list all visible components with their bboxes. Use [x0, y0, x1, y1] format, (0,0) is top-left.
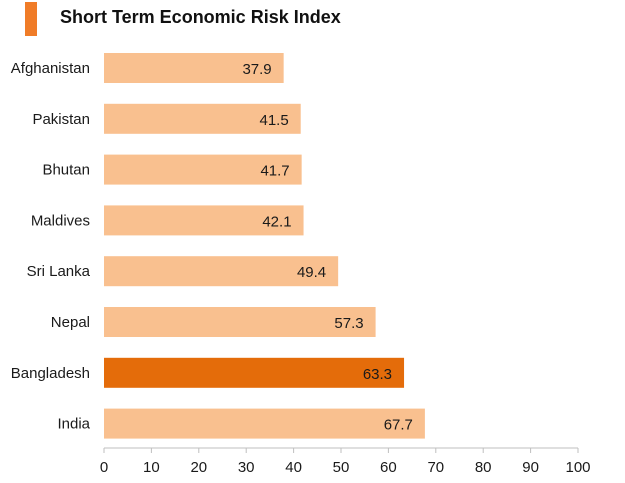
- bar-bangladesh: [104, 357, 405, 388]
- value-label-sri-lanka: 49.4: [297, 264, 326, 281]
- bar-india: [104, 408, 425, 439]
- value-label-india: 67.7: [384, 417, 413, 434]
- value-label-afghanistan: 37.9: [242, 61, 271, 78]
- bar-sri-lanka: [104, 256, 339, 287]
- category-label-nepal: Nepal: [51, 314, 90, 331]
- bar-pakistan: [104, 103, 301, 134]
- x-tick-label-40: 40: [285, 459, 302, 476]
- value-label-pakistan: 41.5: [260, 112, 289, 129]
- x-tick-label-20: 20: [190, 459, 207, 476]
- x-tick-label-80: 80: [475, 459, 492, 476]
- chart-title: Short Term Economic Risk Index: [60, 7, 341, 27]
- category-label-bhutan: Bhutan: [42, 162, 90, 179]
- value-label-bhutan: 41.7: [260, 163, 289, 180]
- category-label-india: India: [57, 416, 90, 433]
- bar-nepal: [104, 307, 376, 337]
- bar-afghanistan: [104, 53, 284, 83]
- bar-bhutan: [104, 154, 302, 185]
- category-label-bangladesh: Bangladesh: [11, 365, 90, 382]
- x-tick-label-60: 60: [380, 459, 397, 476]
- bars-layer: Afghanistan 37.9 Pakistan 41.5 Bhutan 41.7 Mal…: [11, 53, 425, 439]
- x-axis: 0 10 20 30 40 50 60 70 80 90 100: [100, 447, 591, 476]
- x-tick-label-100: 100: [565, 459, 590, 476]
- x-tick-label-70: 70: [427, 459, 444, 476]
- title-accent-marker: [25, 2, 37, 36]
- value-label-maldives: 42.1: [262, 213, 291, 230]
- category-label-afghanistan: Afghanistan: [11, 60, 90, 77]
- category-label-pakistan: Pakistan: [32, 111, 90, 128]
- x-tick-label-90: 90: [522, 459, 539, 476]
- x-tick-label-50: 50: [333, 459, 350, 476]
- bar-maldives: [104, 205, 304, 236]
- category-label-sri-lanka: Sri Lanka: [27, 263, 91, 280]
- x-tick-label-10: 10: [143, 459, 160, 476]
- x-tick-label-30: 30: [238, 459, 255, 476]
- value-label-nepal: 57.3: [334, 315, 363, 332]
- category-label-maldives: Maldives: [31, 212, 90, 229]
- value-label-bangladesh: 63.3: [363, 366, 392, 383]
- x-tick-label-0: 0: [100, 459, 108, 476]
